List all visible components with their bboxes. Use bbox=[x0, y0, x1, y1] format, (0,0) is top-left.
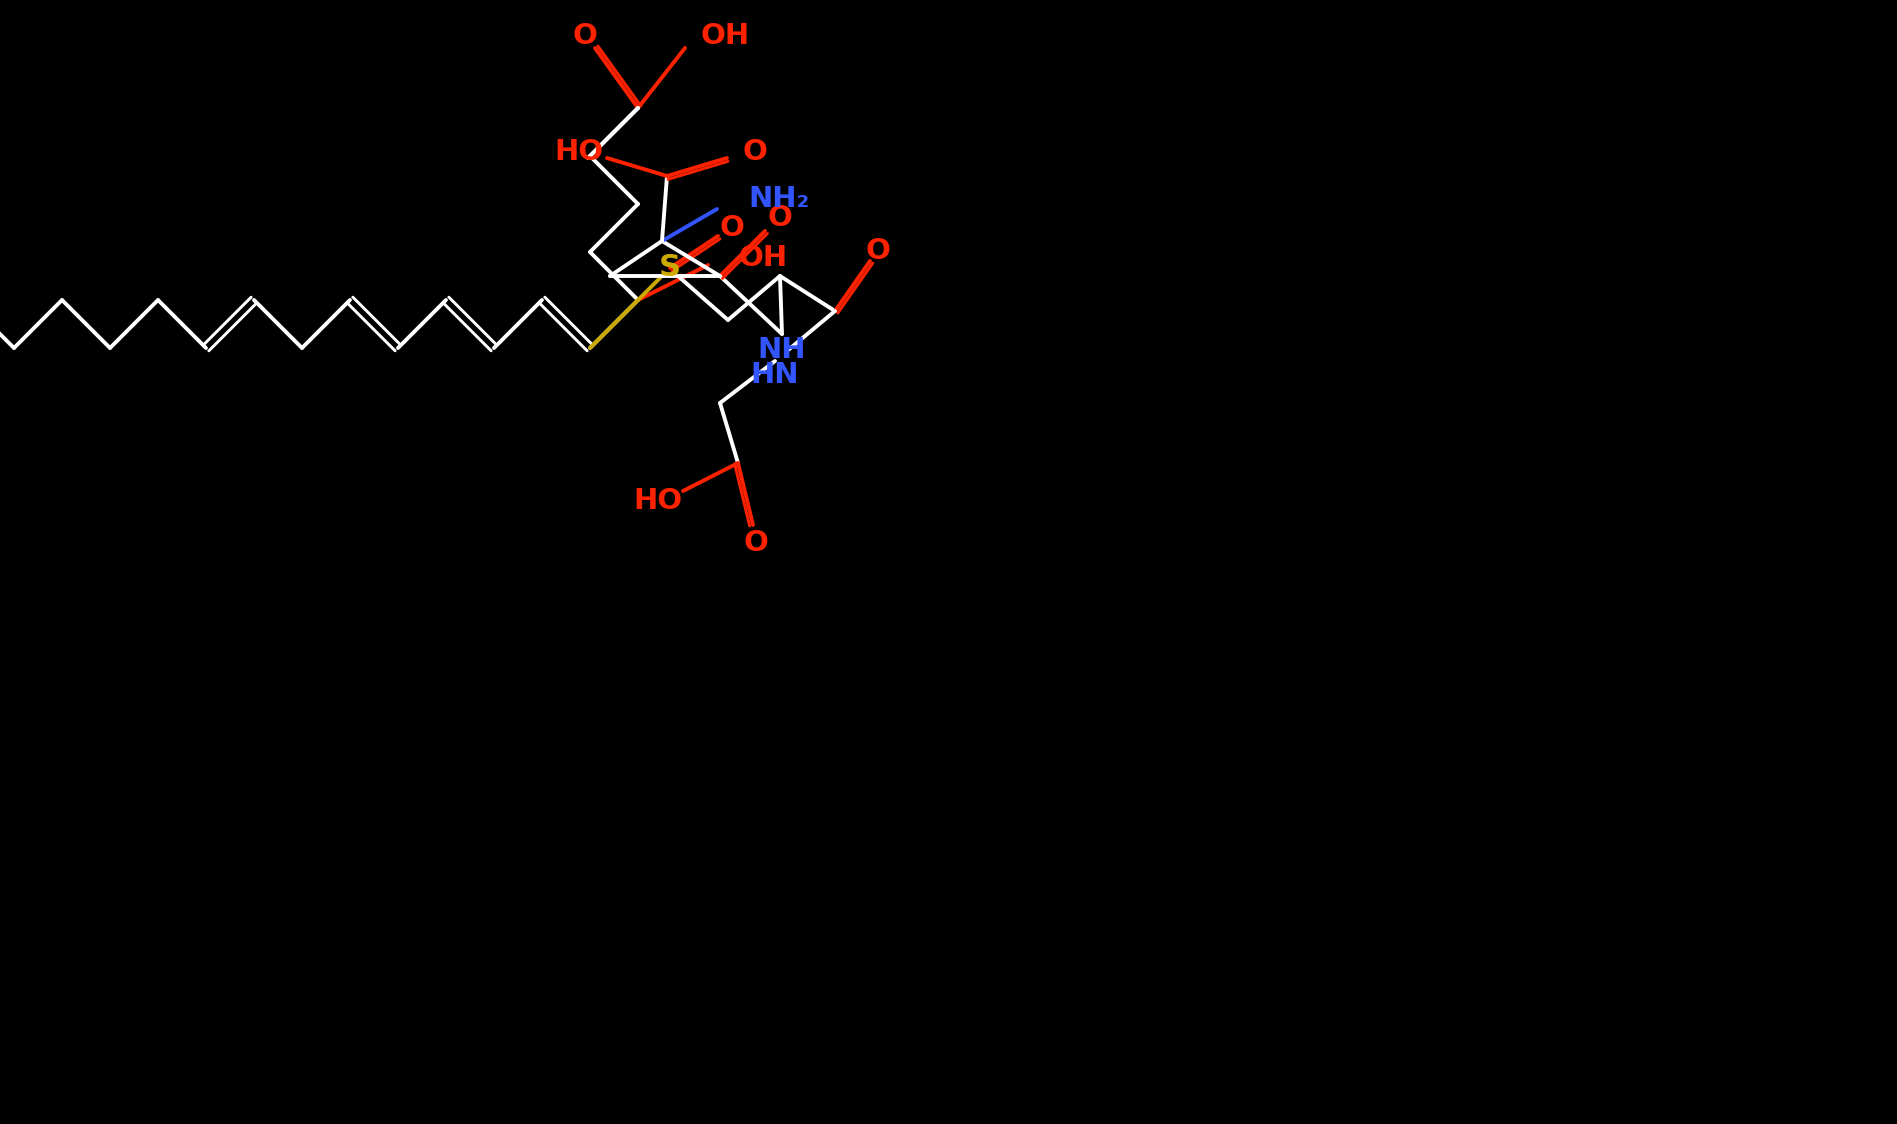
Text: O: O bbox=[768, 203, 793, 232]
Text: HN: HN bbox=[751, 361, 799, 389]
Text: HO: HO bbox=[634, 487, 683, 515]
Text: O: O bbox=[742, 138, 768, 166]
Text: O: O bbox=[865, 237, 890, 265]
Text: S: S bbox=[658, 254, 681, 282]
Text: HO: HO bbox=[554, 138, 603, 166]
Text: O: O bbox=[719, 214, 744, 242]
Text: NH₂: NH₂ bbox=[747, 185, 810, 214]
Text: O: O bbox=[573, 22, 598, 49]
Text: OH: OH bbox=[738, 244, 787, 272]
Text: OH: OH bbox=[700, 22, 749, 49]
Text: O: O bbox=[744, 529, 768, 558]
Text: NH: NH bbox=[757, 336, 806, 364]
